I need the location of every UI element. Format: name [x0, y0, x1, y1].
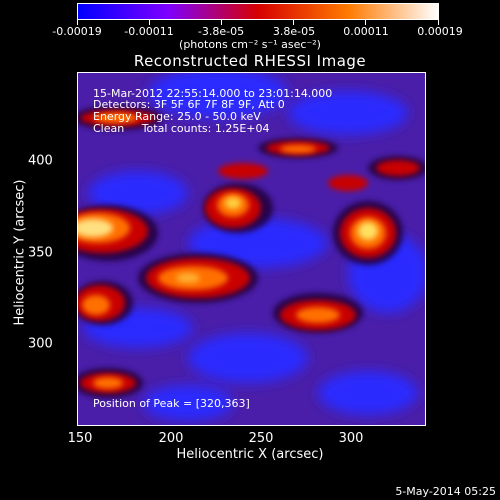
colorbar-unit: (photons cm⁻² s⁻¹ asec⁻²) [179, 38, 321, 51]
x-tick-label: 300 [338, 431, 364, 446]
y-tick-label: 400 [28, 153, 53, 169]
colorbar [77, 3, 439, 20]
energy-range: Energy Range: 25.0 - 50.0 keV [93, 110, 261, 123]
detectors-info: Detectors: 3F 5F 6F 7F 8F 9F, Att 0 [93, 98, 285, 111]
x-tick-label: 250 [248, 431, 274, 446]
y-tick-label: 300 [28, 336, 53, 352]
colorbar-ticks [77, 20, 439, 28]
reconstructed-image [78, 73, 425, 425]
y-tick-label: 350 [28, 245, 53, 261]
x-axis-label: Heliocentric X (arcsec) [176, 447, 324, 462]
peak-position: Position of Peak = [320,363] [93, 397, 250, 410]
colorbar-label: 0.00019 [417, 25, 463, 38]
clean-info: Clean Total counts: 1.25E+04 [93, 122, 270, 135]
colorbar-label: -3.8e-05 [197, 25, 245, 38]
colorbar-label: -0.00011 [124, 25, 174, 38]
colorbar-label: -0.00019 [52, 25, 102, 38]
footer-date: 5-May-2014 05:25 [395, 485, 496, 498]
image-plot [77, 72, 426, 426]
x-tick-label: 150 [67, 431, 93, 446]
plot-title: Reconstructed RHESSI Image [133, 52, 367, 70]
colorbar-label: 0.00011 [343, 25, 389, 38]
time-range: 15-Mar-2012 22:55:14.000 to 23:01:14.000 [93, 87, 333, 100]
x-tick-label: 200 [158, 431, 184, 446]
y-axis-label: Heliocentric Y (arcsec) [12, 179, 28, 326]
colorbar-label: 3.8e-05 [272, 25, 316, 38]
